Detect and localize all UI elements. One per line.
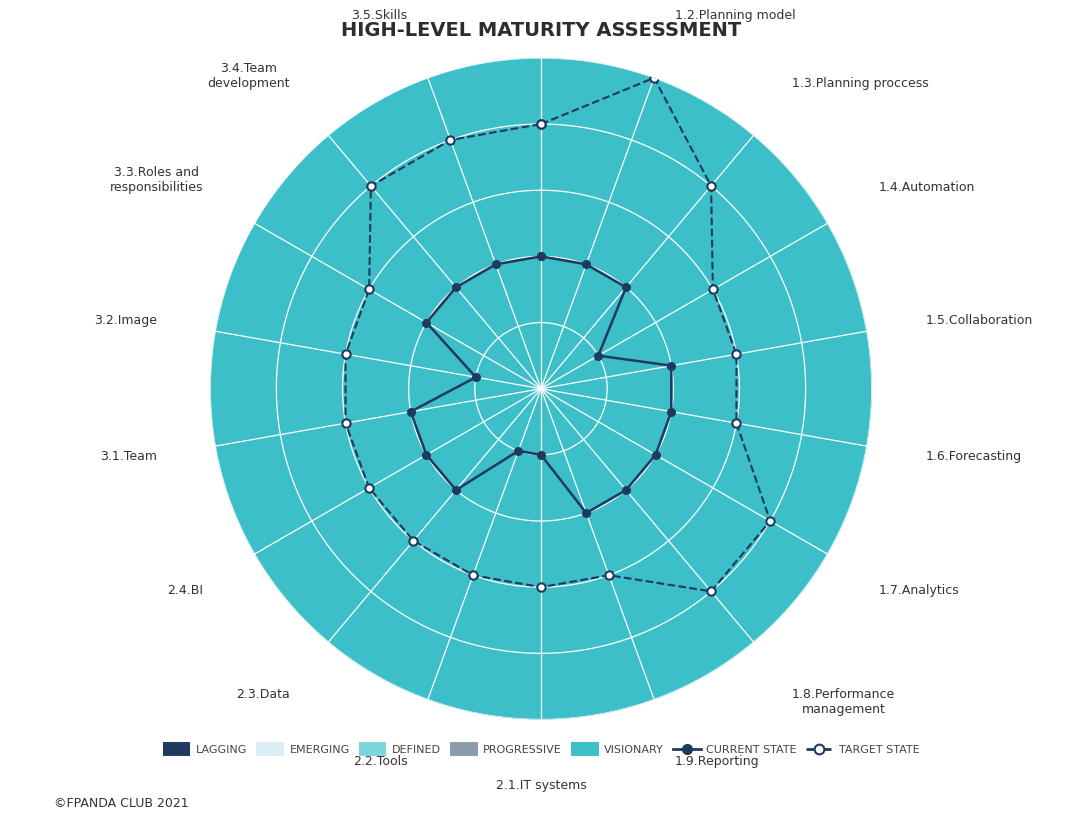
Text: 2.1.IT systems: 2.1.IT systems	[496, 779, 586, 792]
Text: 3.1.Team: 3.1.Team	[100, 450, 157, 463]
Text: 1.3.Planning proccess: 1.3.Planning proccess	[792, 77, 928, 89]
Text: 3.2.Image: 3.2.Image	[93, 314, 157, 327]
Text: 2.3.Data: 2.3.Data	[236, 688, 290, 700]
Text: 1.8.Performance
management: 1.8.Performance management	[792, 688, 895, 715]
Text: ©FPANDA CLUB 2021: ©FPANDA CLUB 2021	[54, 797, 188, 810]
Text: 1.4.Automation: 1.4.Automation	[879, 180, 975, 194]
Legend: LAGGING, EMERGING, DEFINED, PROGRESSIVE, VISIONARY, CURRENT STATE, TARGET STATE: LAGGING, EMERGING, DEFINED, PROGRESSIVE,…	[158, 740, 924, 759]
Text: 3.5.Skills: 3.5.Skills	[352, 9, 408, 22]
Text: HIGH-LEVEL MATURITY ASSESSMENT: HIGH-LEVEL MATURITY ASSESSMENT	[341, 21, 741, 40]
Text: 1.7.Analytics: 1.7.Analytics	[879, 584, 960, 597]
Text: 1.9.Reporting: 1.9.Reporting	[674, 756, 760, 768]
Text: 2.2.Tools: 2.2.Tools	[353, 756, 408, 768]
Text: 3.4.Team
development: 3.4.Team development	[208, 62, 290, 89]
Text: 1.6.Forecasting: 1.6.Forecasting	[925, 450, 1021, 463]
Text: 1.5.Collaboration: 1.5.Collaboration	[925, 314, 1032, 327]
Text: 1.2.Planning model: 1.2.Planning model	[674, 9, 795, 22]
Text: 2.4.BI: 2.4.BI	[167, 584, 203, 597]
Text: 3.3.Roles and
responsibilities: 3.3.Roles and responsibilities	[109, 165, 203, 194]
